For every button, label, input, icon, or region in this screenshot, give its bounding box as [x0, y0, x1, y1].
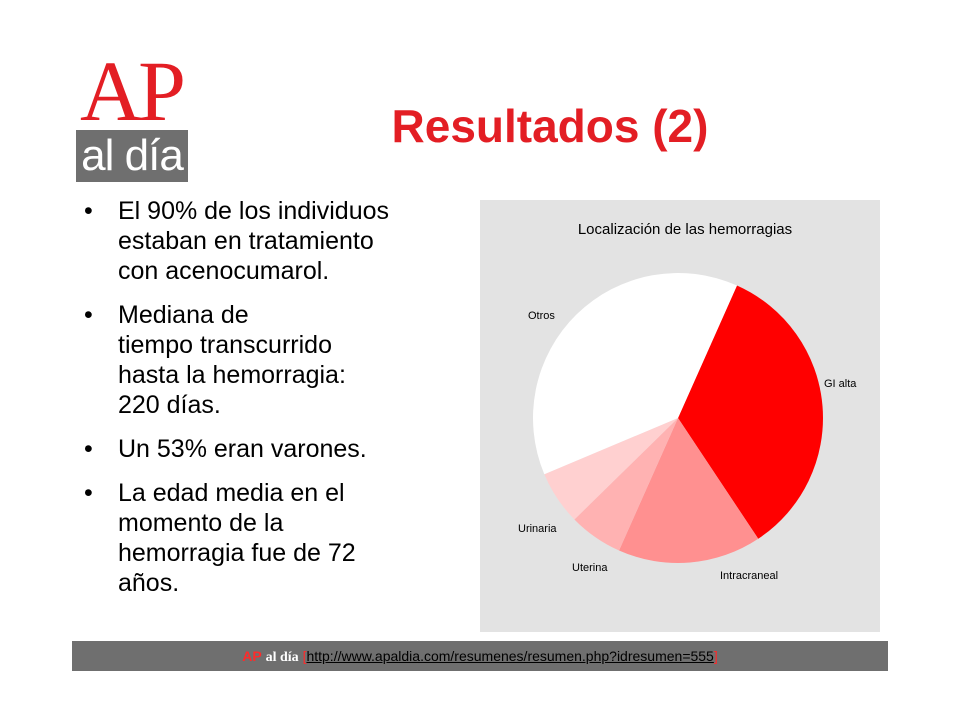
bullet-item: • Mediana de tiempo transcurrido hasta l… [82, 300, 472, 420]
pie-slice-urinaria [544, 418, 678, 520]
pie-slice-intracraneal [619, 418, 759, 563]
pie-label-gi-alta: GI alta [824, 378, 857, 390]
footer-brand-ap: AP [242, 648, 262, 664]
pie-label-urinaria: Urinaria [518, 523, 557, 535]
bullet-line: La edad media en el [118, 479, 345, 507]
bullet-line: hasta la hemorragia: [118, 361, 346, 389]
bullet-line: El 90% de los individuos [118, 197, 389, 225]
footer-brand-aldia: al día [265, 650, 299, 665]
bullet-item: • Un 53% eran varones. [82, 434, 472, 464]
bullet-line: con acenocumarol. [118, 257, 330, 285]
bullet-line: tiempo transcurrido [118, 331, 332, 359]
logo-aldia-box: al día [76, 130, 188, 182]
slide-title: Resultados (2) [391, 100, 709, 152]
pie-label-otros: Otros [528, 310, 555, 322]
bullet-line: estaban en tratamiento [118, 227, 374, 255]
pie-label-intracraneal: Intracraneal [720, 570, 778, 582]
bullet-dot: • [84, 301, 93, 329]
bullet-dot: • [84, 197, 93, 225]
footer-bar: AP al día [http://www.apaldia.com/resume… [72, 641, 888, 671]
footer-link[interactable]: http://www.apaldia.com/resumenes/resumen… [306, 648, 714, 664]
bullet-line: hemorragia fue de 72 [118, 539, 356, 567]
bullet-line: Mediana de [118, 301, 249, 329]
chart-title: Localización de las hemorragias [578, 221, 792, 238]
bullet-item: • La edad media en el momento de la hemo… [82, 478, 472, 598]
bullet-list: • El 90% de los individuos estaban en tr… [82, 196, 472, 612]
bullet-dot: • [84, 479, 93, 507]
bullet-line: Un 53% eran varones. [118, 435, 367, 463]
footer-bracket-close: ] [713, 648, 718, 664]
bullet-line: 220 días. [118, 391, 221, 419]
bullet-line: años. [118, 569, 180, 597]
bullet-item: • El 90% de los individuos estaban en tr… [82, 196, 472, 286]
bullet-dot: • [84, 435, 93, 463]
pie-label-uterina: Uterina [572, 562, 608, 574]
pie-slice-gi-alta [678, 285, 823, 539]
pie-chart-panel: Localización de las hemorragias GI alta I… [480, 200, 880, 632]
bullet-line: momento de la [118, 509, 284, 537]
pie-chart: Localización de las hemorragias GI alta I… [518, 221, 857, 582]
pie-slice-otros [533, 273, 737, 475]
logo-ap-text: AP [80, 43, 186, 139]
footer-bracket-open: [ [302, 648, 307, 664]
pie-slice-uterina [574, 418, 678, 551]
apaldia-logo: AP al día [76, 48, 188, 182]
